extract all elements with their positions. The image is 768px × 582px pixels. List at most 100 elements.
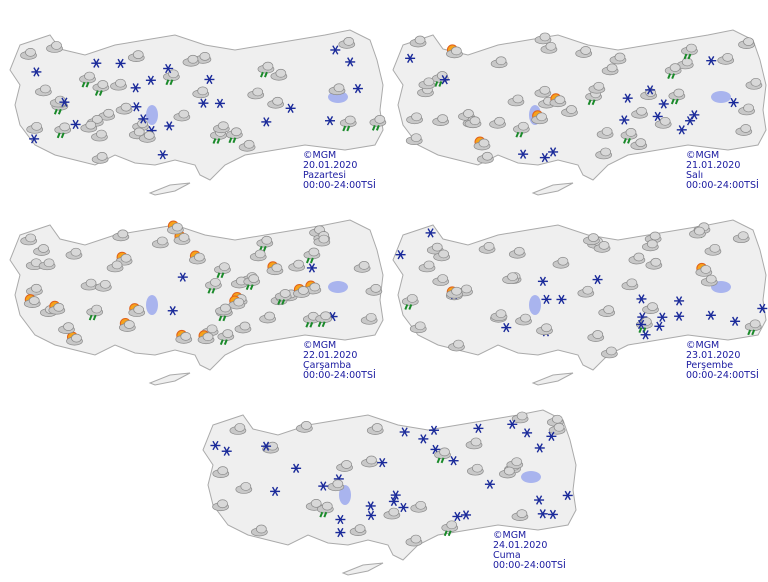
cloud [298,286,309,295]
lake [711,91,731,103]
weather-icon [531,110,548,125]
weather-icon [405,133,423,146]
weather-icon [501,322,512,333]
weather-icon [106,260,124,273]
weather-icon [259,311,276,324]
snowflake [166,121,173,131]
cloud [70,247,82,257]
weather-icon [338,37,356,49]
snowflake [730,97,737,108]
snowflake [200,98,207,108]
snowflake [61,97,68,107]
weather-icon [214,262,231,279]
cloud [414,321,426,331]
cloud [133,127,145,137]
lake [529,295,541,315]
snowflake [401,427,408,437]
rain [207,287,216,294]
weather-icon [339,115,357,132]
weather-icon [513,121,530,138]
weather-icon [706,56,717,66]
snowflake [549,147,557,157]
snowflake [535,495,543,505]
weather-icon [130,83,141,93]
weather-icon [464,116,482,129]
weather-icon [695,262,713,277]
snowflake [541,152,548,163]
rain [587,99,596,106]
cloud [482,151,493,161]
weather-icon [163,69,180,86]
snowflake [462,510,470,520]
cloud [219,262,230,272]
cloud [85,120,97,130]
cloud [85,278,97,288]
weather-icon [645,257,663,270]
map-label: 00:00-24:00TSİ [686,180,759,191]
cloud [240,482,252,491]
rain [216,272,225,279]
weather-icon [461,510,472,520]
weather-icon [645,85,656,95]
snowflake [638,319,645,330]
cloud [536,112,547,122]
cloud [217,499,228,509]
map-label: 00:00-24:00TSİ [303,370,376,381]
weather-icon [502,272,519,285]
weather-icon [94,279,112,292]
cloud [673,88,685,98]
weather-icon [409,321,427,334]
weather-icon [26,121,44,134]
cloud [650,257,662,267]
weather-icon [478,241,496,254]
cloud [53,302,65,312]
weather-icon [335,527,346,538]
map-label: 23.01.2020 [686,350,740,361]
map-label: ©MGM [686,340,719,351]
cloud [750,77,762,87]
weather-icon [405,53,416,63]
weather-icon [80,278,98,291]
cloud [603,305,615,314]
cloud [600,147,611,157]
cloud [222,329,234,338]
cloud [469,116,481,126]
cloud [261,235,273,245]
cloud [588,233,599,242]
rain [165,79,174,86]
cloud [451,286,462,296]
snowflake [621,115,628,125]
weather-icon [115,58,126,69]
cloud [737,231,749,241]
rain [305,257,314,264]
weather-icon [38,258,56,271]
cloud [659,116,671,126]
cloud [694,226,705,236]
weather-icon [658,99,669,109]
weather-icon [735,124,753,136]
snowflake [420,434,427,444]
cloud [681,57,693,67]
cloud [103,108,115,118]
cloud [410,534,422,544]
weather-icon [652,111,663,122]
weather-icon [229,423,247,435]
weather-icon [70,119,81,130]
weather-icon [592,274,603,285]
weather-icon [446,286,463,299]
cloud [453,339,464,349]
rain [277,299,286,305]
snowflake [660,99,667,109]
lake [146,105,158,125]
weather-icon [609,52,627,65]
cloud [438,249,449,259]
weather-icon [115,102,133,115]
weather-icon [247,87,265,100]
weather-icon [745,77,763,90]
weather-icon [91,58,102,68]
weather-icon [35,84,52,97]
snowflake [140,114,147,124]
weather-icon [465,437,483,450]
